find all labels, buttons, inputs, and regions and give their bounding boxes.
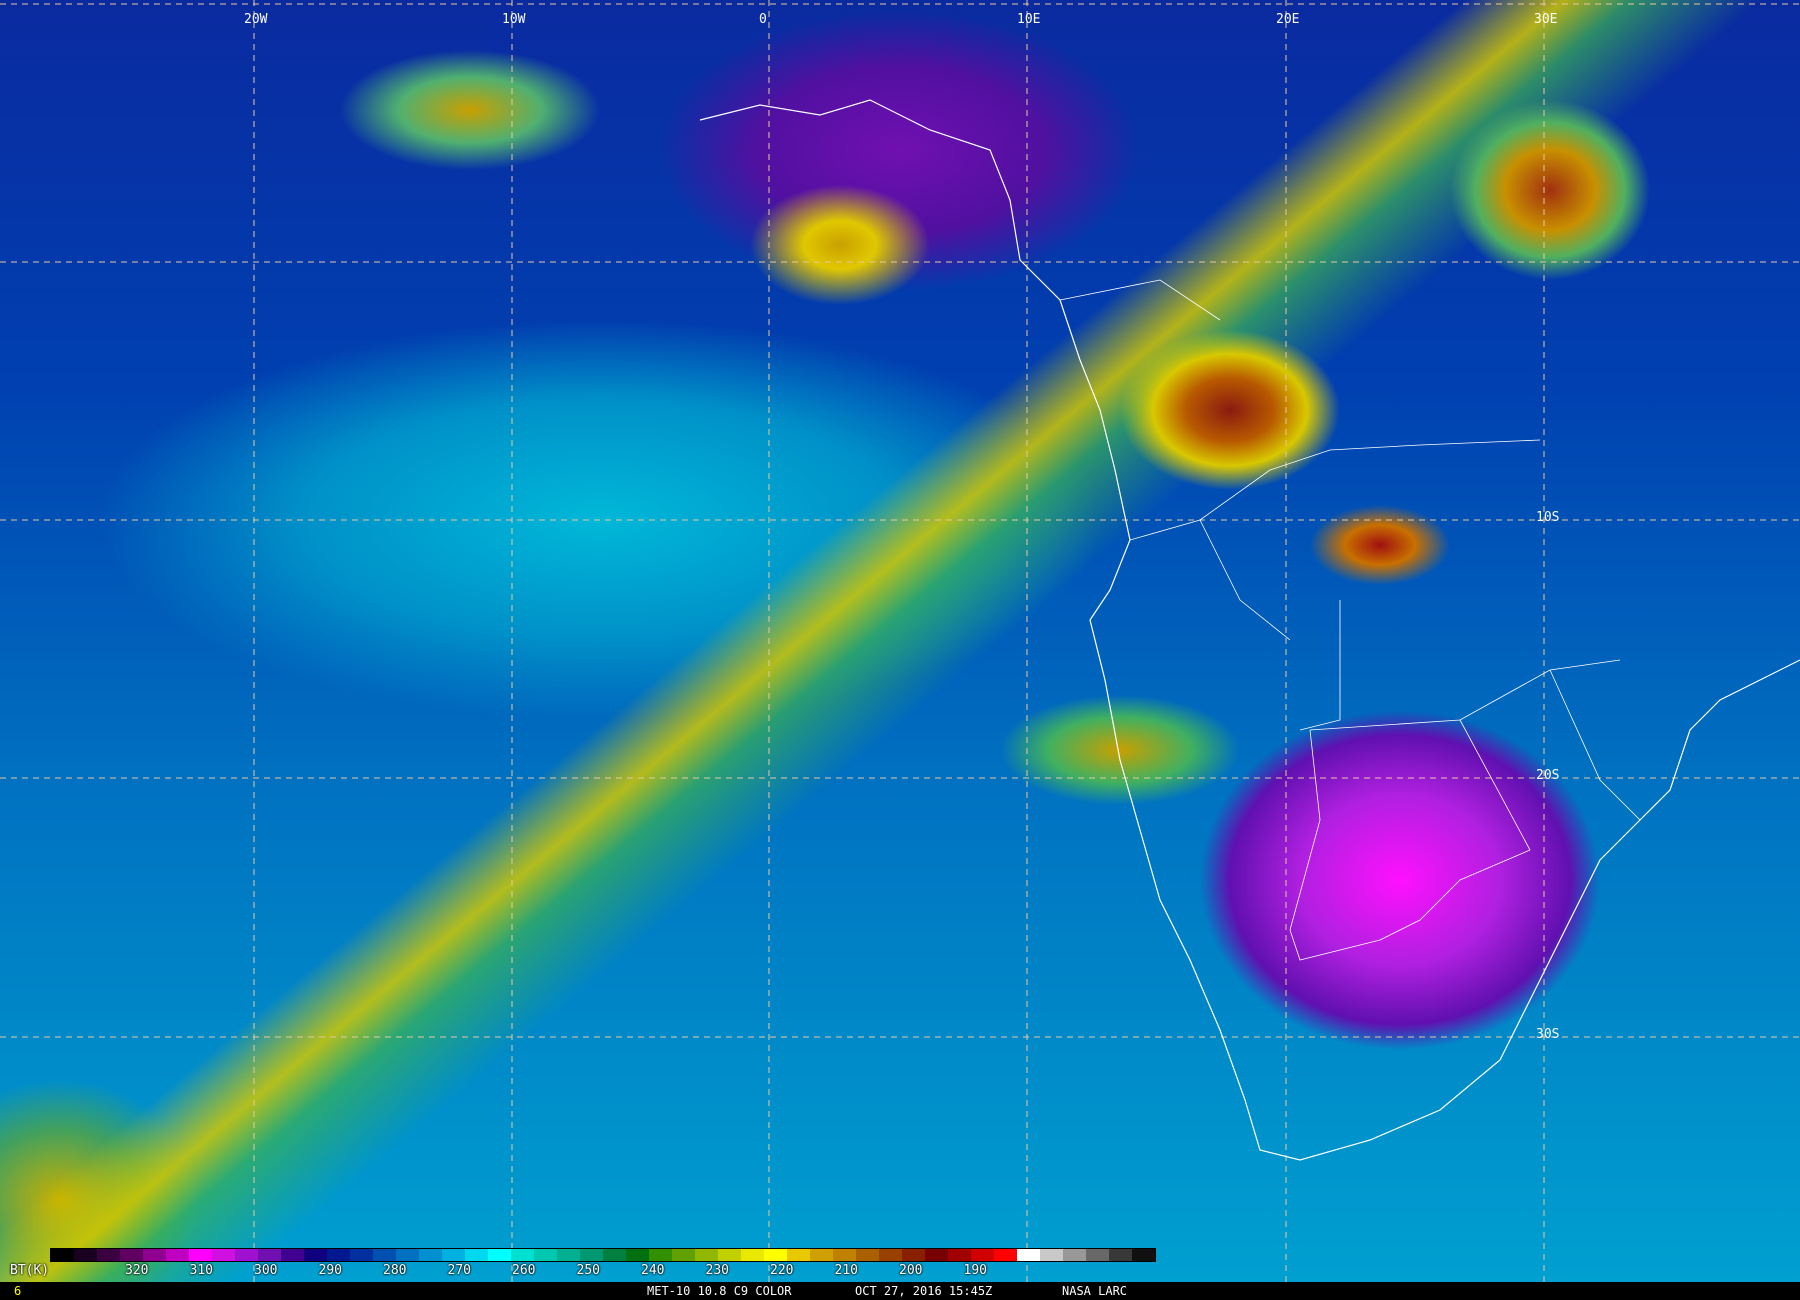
colorbar-swatch bbox=[626, 1249, 649, 1261]
colorbar-swatch bbox=[281, 1249, 304, 1261]
colorbar-swatch bbox=[511, 1249, 534, 1261]
colorbar-swatch bbox=[488, 1249, 511, 1261]
colorbar-swatch bbox=[350, 1249, 373, 1261]
colorbar-swatch bbox=[580, 1249, 603, 1261]
colorbar-swatch bbox=[74, 1249, 97, 1261]
colorbar-swatch bbox=[948, 1249, 971, 1261]
colorbar-swatch bbox=[166, 1249, 189, 1261]
longitude-label: 20W bbox=[244, 12, 268, 27]
colorbar-tick-label: 280 bbox=[383, 1263, 407, 1278]
colorbar-swatch bbox=[1017, 1249, 1040, 1261]
colorbar-tick-label: 320 bbox=[125, 1263, 149, 1278]
colorbar-swatch bbox=[879, 1249, 902, 1261]
colorbar-swatch bbox=[51, 1249, 74, 1261]
colorbar-swatch bbox=[557, 1249, 580, 1261]
colorbar-tick-label: 290 bbox=[318, 1263, 342, 1278]
colorbar-swatch bbox=[902, 1249, 925, 1261]
colorbar-swatch bbox=[235, 1249, 258, 1261]
footer-bar: 6 MET-10 10.8 C9 COLOR OCT 27, 2016 15:4… bbox=[0, 1282, 1800, 1300]
colorbar-swatch bbox=[97, 1249, 120, 1261]
footer-datetime: OCT 27, 2016 15:45Z bbox=[855, 1284, 993, 1298]
colorbar-swatch bbox=[1132, 1249, 1155, 1261]
colorbar-tick-label: 240 bbox=[641, 1263, 665, 1278]
colorbar-swatch bbox=[373, 1249, 396, 1261]
longitude-label: 0 bbox=[759, 12, 767, 27]
colorbar-swatch bbox=[603, 1249, 626, 1261]
country-borders bbox=[1059, 279, 1641, 961]
colorbar-swatch bbox=[787, 1249, 810, 1261]
colorbar-swatch bbox=[1040, 1249, 1063, 1261]
colorbar-swatch bbox=[396, 1249, 419, 1261]
africa-coastline bbox=[699, 99, 1800, 1161]
colorbar-swatch bbox=[718, 1249, 741, 1261]
colorbar-swatch bbox=[994, 1249, 1017, 1261]
colorbar-swatch bbox=[971, 1249, 994, 1261]
colorbar-swatch bbox=[1086, 1249, 1109, 1261]
colorbar-tick-label: 230 bbox=[705, 1263, 729, 1278]
colorbar-swatch bbox=[1063, 1249, 1086, 1261]
colorbar-swatch bbox=[833, 1249, 856, 1261]
colorbar-tick-label: 270 bbox=[447, 1263, 471, 1278]
footer-number: 6 bbox=[14, 1284, 22, 1298]
colorbar-tick-label: 220 bbox=[770, 1263, 794, 1278]
colorbar-swatch bbox=[534, 1249, 557, 1261]
colorbar-tick-label: 200 bbox=[899, 1263, 923, 1278]
colorbar-swatch bbox=[649, 1249, 672, 1261]
footer-source: NASA LARC bbox=[1062, 1284, 1128, 1298]
colorbar-swatch bbox=[925, 1249, 948, 1261]
colorbar-swatch bbox=[1109, 1249, 1132, 1261]
colorbar-swatch bbox=[419, 1249, 442, 1261]
colorbar-swatch bbox=[212, 1249, 235, 1261]
colorbar-swatch bbox=[672, 1249, 695, 1261]
colorbar-tick-label: 210 bbox=[834, 1263, 858, 1278]
colorbar-unit-label: BT(K) bbox=[10, 1263, 50, 1278]
colorbar-swatch bbox=[764, 1249, 787, 1261]
brightness-temperature-colorbar bbox=[50, 1248, 1156, 1262]
colorbar-tick-label: 310 bbox=[189, 1263, 213, 1278]
colorbar-swatch bbox=[856, 1249, 879, 1261]
colorbar-tick-label: 190 bbox=[963, 1263, 987, 1278]
latitude-label: 30S bbox=[1536, 1027, 1560, 1042]
longitude-label: 10E bbox=[1017, 12, 1041, 27]
colorbar-swatch bbox=[442, 1249, 465, 1261]
colorbar-swatch bbox=[695, 1249, 718, 1261]
colorbar-tick-label: 250 bbox=[576, 1263, 600, 1278]
colorbar-tick-label: 260 bbox=[512, 1263, 536, 1278]
colorbar-tick-label: 300 bbox=[254, 1263, 278, 1278]
colorbar-swatch bbox=[143, 1249, 166, 1261]
colorbar-swatch bbox=[258, 1249, 281, 1261]
colorbar-swatch bbox=[327, 1249, 350, 1261]
colorbar-swatch bbox=[189, 1249, 212, 1261]
longitude-label: 20E bbox=[1276, 12, 1300, 27]
colorbar-swatch bbox=[810, 1249, 833, 1261]
longitude-label: 30E bbox=[1534, 12, 1558, 27]
latitude-label: 20S bbox=[1536, 768, 1560, 783]
longitude-label: 10W bbox=[502, 12, 526, 27]
colorbar-swatch bbox=[741, 1249, 764, 1261]
latitude-label: 10S bbox=[1536, 510, 1560, 525]
footer-product: MET-10 10.8 C9 COLOR bbox=[647, 1284, 792, 1298]
colorbar-swatch bbox=[120, 1249, 143, 1261]
colorbar-swatch bbox=[304, 1249, 327, 1261]
colorbar-swatch bbox=[465, 1249, 488, 1261]
